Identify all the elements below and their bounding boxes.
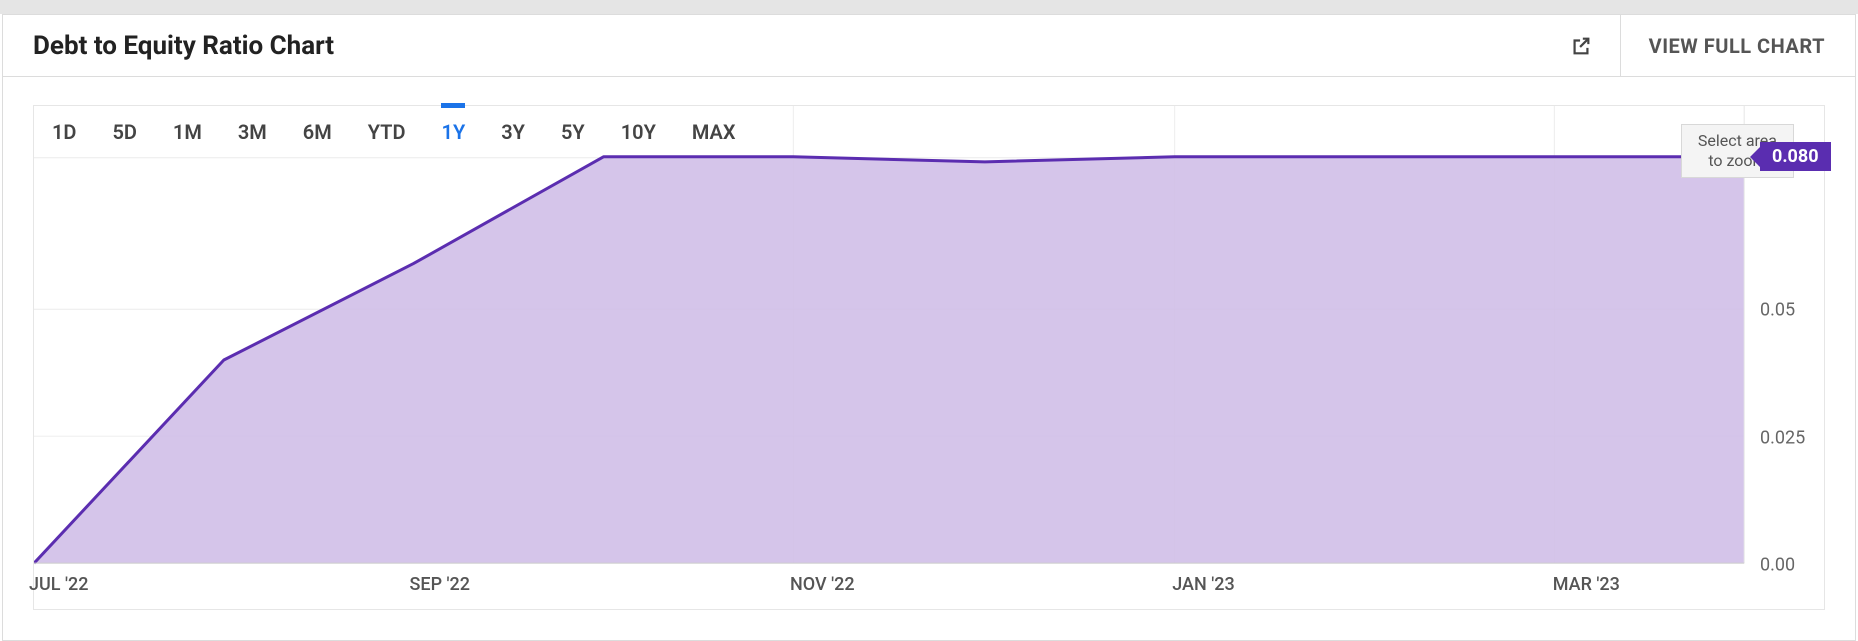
y-axis-label: 0.00 — [1760, 555, 1795, 576]
chart-panel: Debt to Equity Ratio Chart VIEW FULL CHA… — [2, 14, 1856, 641]
range-tab-3m[interactable]: 3M — [220, 106, 285, 158]
range-tab-5d[interactable]: 5D — [94, 106, 154, 158]
current-value-badge: 0.080 — [1760, 142, 1831, 171]
y-axis-label: 0.05 — [1760, 300, 1795, 321]
range-tab-6m[interactable]: 6M — [285, 106, 350, 158]
range-tab-3y[interactable]: 3Y — [483, 106, 543, 158]
range-tab-1y[interactable]: 1Y — [424, 106, 484, 158]
range-tabs: 1D5D1M3M6MYTD1Y3Y5Y10YMAX — [34, 106, 754, 158]
range-tab-10y[interactable]: 10Y — [603, 106, 674, 158]
range-tab-max[interactable]: MAX — [674, 106, 754, 158]
chart-plot — [34, 106, 1824, 609]
range-tab-1d[interactable]: 1D — [34, 106, 94, 158]
header-actions: VIEW FULL CHART — [1570, 15, 1825, 76]
x-axis-label: SEP '22 — [410, 574, 471, 595]
x-axis-label: JAN '23 — [1172, 574, 1234, 595]
x-axis-label: NOV '22 — [790, 574, 855, 595]
x-axis-label: JUL '22 — [29, 574, 88, 595]
chart-header: Debt to Equity Ratio Chart VIEW FULL CHA… — [3, 15, 1855, 77]
expand-icon[interactable] — [1570, 35, 1592, 57]
range-tab-1m[interactable]: 1M — [155, 106, 220, 158]
top-strip — [0, 0, 1858, 14]
view-full-chart-button[interactable]: VIEW FULL CHART — [1649, 34, 1825, 58]
chart-body: 1D5D1M3M6MYTD1Y3Y5Y10YMAX Select area to… — [3, 77, 1855, 640]
range-tab-5y[interactable]: 5Y — [543, 106, 603, 158]
chart-frame[interactable]: 1D5D1M3M6MYTD1Y3Y5Y10YMAX Select area to… — [33, 105, 1825, 610]
y-axis-label: 0.025 — [1760, 427, 1805, 448]
header-divider — [1620, 15, 1621, 76]
range-tab-ytd[interactable]: YTD — [350, 106, 424, 158]
x-axis-label: MAR '23 — [1553, 574, 1620, 595]
chart-title: Debt to Equity Ratio Chart — [33, 31, 334, 61]
